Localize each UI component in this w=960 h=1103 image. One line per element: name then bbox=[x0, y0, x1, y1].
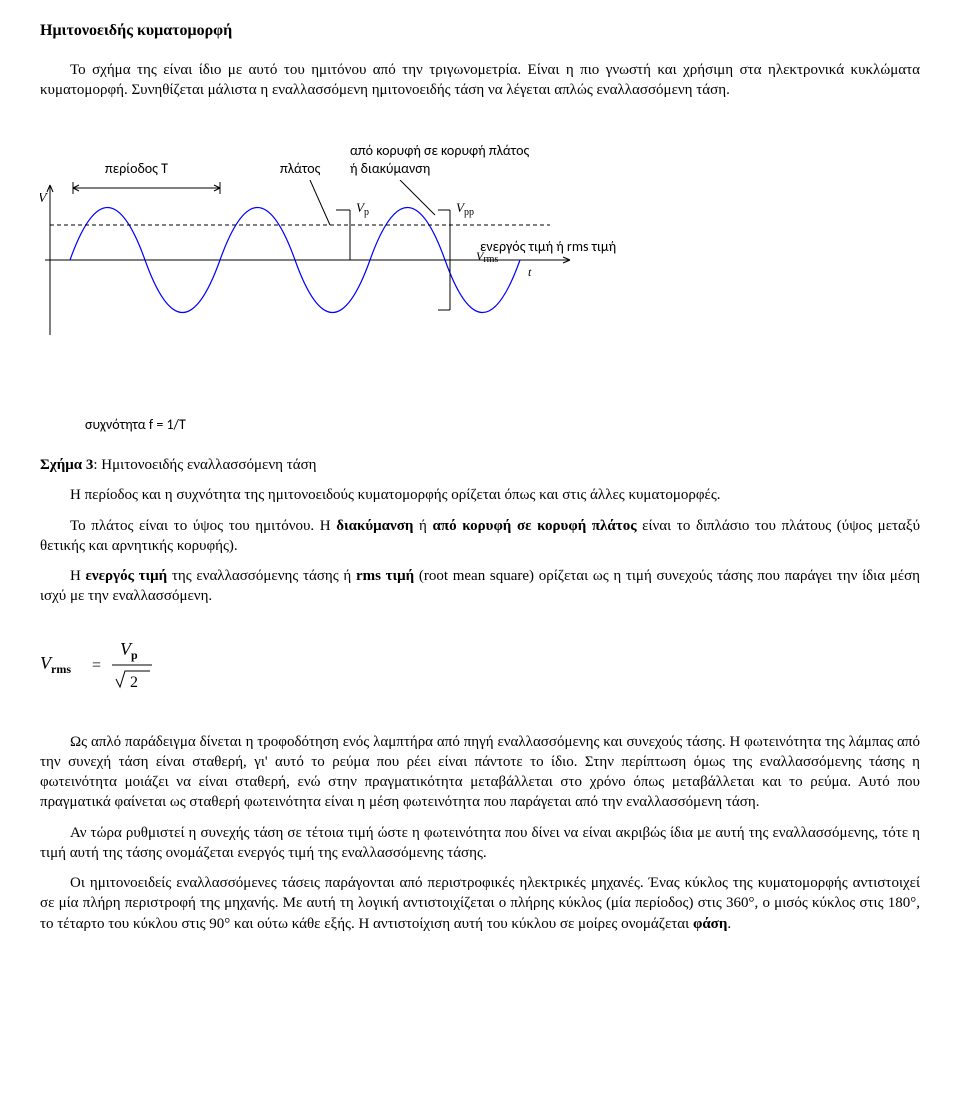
svg-text:2: 2 bbox=[130, 674, 138, 691]
paragraph-2: Η περίοδος και η συχνότητα της ημιτονοει… bbox=[40, 485, 920, 505]
paragraph-4: Η ενεργός τιμή της εναλλασσόμενης τάσης … bbox=[40, 566, 920, 607]
paragraph-3: Το πλάτος είναι το ύψος του ημιτόνου. Η … bbox=[40, 516, 920, 557]
paragraph-5: Ως απλό παράδειγμα δίνεται η τροφοδότηση… bbox=[40, 732, 920, 813]
page-title: Ημιτονοειδής κυματομορφή bbox=[40, 20, 920, 42]
svg-text:Vpp: Vpp bbox=[456, 200, 474, 218]
svg-text:Vrms: Vrms bbox=[40, 653, 71, 676]
paragraph-1: Το σχήμα της είναι ίδιο με αυτό του ημιτ… bbox=[40, 60, 920, 101]
svg-text:Vp: Vp bbox=[120, 639, 138, 662]
figure-caption: Σχήμα 3: Ημιτονοειδής εναλλασσόμενη τάση bbox=[40, 455, 920, 475]
sine-svg: V t Vp Vpp bbox=[40, 180, 660, 380]
label-peakpeak-l1: από κορυφή σε κορυφή πλάτος bbox=[350, 142, 529, 161]
paragraph-6: Αν τώρα ρυθμιστεί η συνεχής τάση σε τέτο… bbox=[40, 823, 920, 864]
svg-text:Vp: Vp bbox=[356, 200, 369, 218]
paragraph-7: Οι ημιτονοειδείς εναλλασσόμενες τάσεις π… bbox=[40, 873, 920, 934]
sym-vpp-sub: pp bbox=[464, 207, 474, 218]
label-amplitude: πλάτος bbox=[280, 160, 320, 179]
label-rms: ενεργός τιμή ή rms τιμή bbox=[480, 238, 616, 257]
figure-caption-rest: : Ημιτονοειδής εναλλασσόμενη τάση bbox=[93, 457, 316, 473]
sym-v: V bbox=[40, 191, 48, 206]
sym-t: t bbox=[528, 265, 532, 279]
sym-vp-sub: p bbox=[364, 207, 369, 218]
label-period: περίοδος T bbox=[105, 160, 168, 179]
label-frequency: συχνότητα f = 1/T bbox=[85, 416, 960, 435]
sine-diagram: περίοδος T πλάτος από κορυφή σε κορυφή π… bbox=[40, 130, 920, 435]
label-peakpeak-l2: ή διακύμανση bbox=[350, 160, 430, 179]
figure-caption-bold: Σχήμα 3 bbox=[40, 457, 93, 473]
rms-formula: Vrms = Vp 2 bbox=[40, 637, 920, 692]
svg-text:=: = bbox=[92, 657, 101, 674]
